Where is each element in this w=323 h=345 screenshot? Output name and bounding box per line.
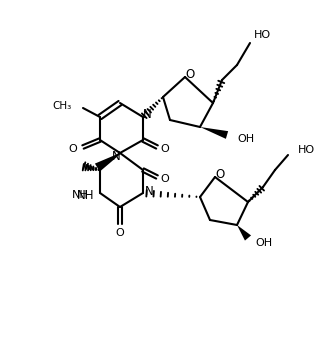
Text: O: O [68,144,78,154]
Polygon shape [95,153,120,170]
Text: O: O [116,228,124,238]
Text: O: O [161,144,169,154]
Text: O: O [185,68,195,80]
Text: O: O [215,168,224,180]
Text: NH: NH [72,190,89,200]
Text: OH: OH [237,134,254,144]
Polygon shape [200,127,228,139]
Text: O: O [161,174,169,184]
Text: OH: OH [255,238,272,248]
Text: N: N [112,149,120,162]
Text: NH: NH [77,188,94,201]
Text: CH₃: CH₃ [53,101,72,111]
Polygon shape [237,225,251,240]
Text: N: N [145,185,153,197]
Text: HO: HO [298,145,315,155]
Text: N: N [143,108,151,120]
Text: HO: HO [254,30,271,40]
